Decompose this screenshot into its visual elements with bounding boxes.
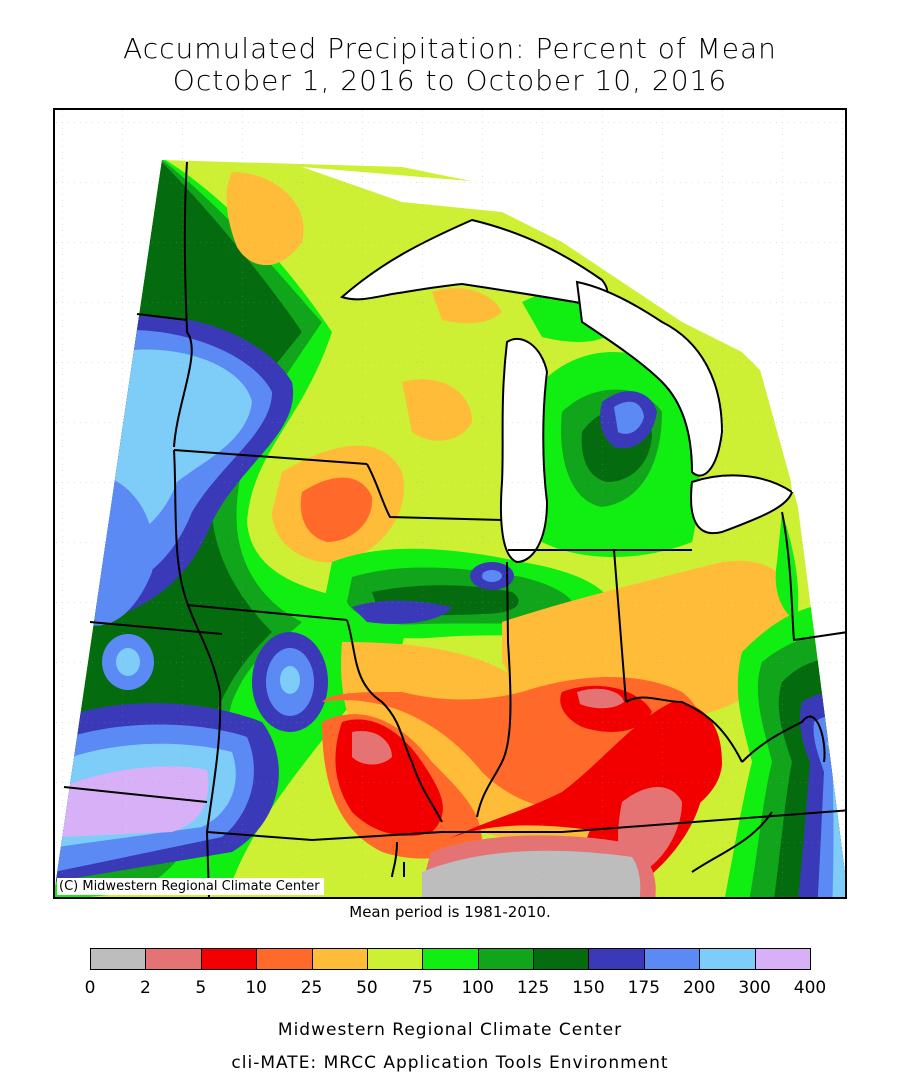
legend-tick-label: 2 [139,978,151,998]
legend-swatch-50-75 [366,948,424,970]
legend-tick-label: 0 [84,978,96,998]
legend-tick-label: 150 [572,978,605,998]
legend-swatch-150-175 [588,948,645,970]
footer-organization: Midwestern Regional Climate Center [277,1020,623,1040]
legend-tick-label: 400 [793,978,827,998]
legend-swatch-125-150 [533,948,590,970]
legend-tick-label: 200 [682,978,716,998]
legend-swatch-300-400 [754,948,811,970]
legend-swatch-0-2 [90,948,147,970]
color-legend [90,948,811,970]
copyright-label: (C) Midwestern Regional Climate Center [57,878,324,895]
legend-tick-label: 5 [195,978,207,998]
map-title-line-1: Accumulated Precipitation: Percent of Me… [123,32,777,65]
legend-swatch-10-25 [256,948,313,970]
state-borders [63,161,845,897]
legend-tick-label: 50 [356,978,378,998]
legend-swatch-100-125 [477,948,535,970]
legend-swatch-25-50 [311,948,368,970]
legend-swatch-75-100 [422,948,479,970]
legend-tick-label: 10 [245,978,267,998]
mean-period-note: Mean period is 1981-2010. [349,903,551,921]
map-title-line-2: October 1, 2016 to October 10, 2016 [172,64,728,97]
legend-tick-label: 75 [411,978,434,998]
legend-swatch-200-300 [699,948,756,970]
precipitation-map: (C) Midwestern Regional Climate Center [53,108,847,899]
map-canvas [55,110,845,897]
legend-swatch-2-5 [145,948,202,970]
legend-swatch-175-200 [643,948,701,970]
legend-tick-label: 125 [516,978,550,998]
footer-tool-name: cli-MATE: MRCC Application Tools Environ… [231,1053,669,1073]
legend-tick-label: 300 [738,978,771,998]
legend-tick-label: 175 [627,978,661,998]
legend-swatch-5-10 [200,948,258,970]
legend-tick-label: 25 [300,978,323,998]
legend-tick-label: 100 [461,978,494,998]
